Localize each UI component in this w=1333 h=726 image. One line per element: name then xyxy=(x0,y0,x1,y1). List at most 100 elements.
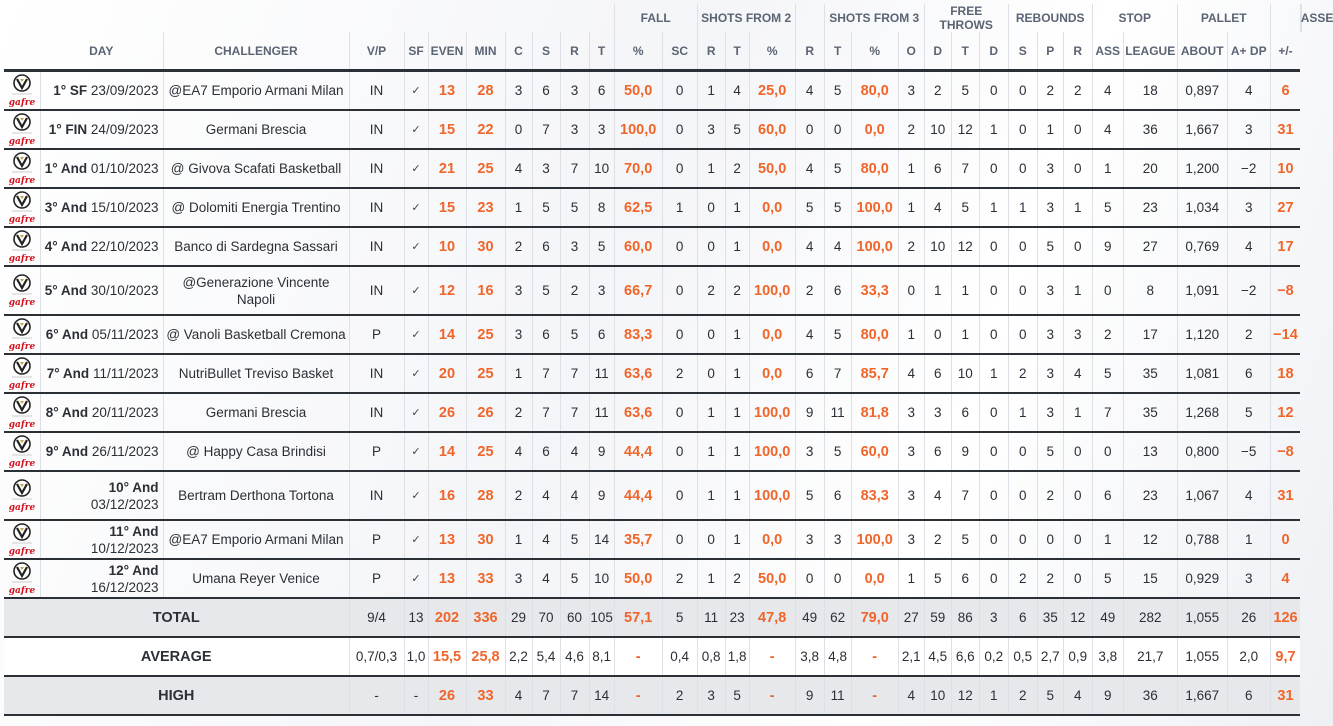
stat-cell: 1,200 xyxy=(1176,149,1228,189)
round-label: 8° And xyxy=(45,405,89,420)
stat-cell: 2 xyxy=(661,676,698,716)
stat-cell: 0,929 xyxy=(1176,559,1228,599)
column-header[interactable]: ASS xyxy=(1091,32,1124,72)
stat-cell: 5 xyxy=(559,315,589,355)
column-header[interactable]: O xyxy=(897,32,925,72)
column-header[interactable]: P xyxy=(1036,32,1064,72)
stat-cell: 15 xyxy=(427,110,466,150)
column-header[interactable]: MIN xyxy=(465,32,505,72)
column-header[interactable]: T xyxy=(950,32,980,72)
stat-cell: 3 xyxy=(1036,149,1064,189)
stat-cell: 3 xyxy=(823,520,852,560)
column-header[interactable]: S xyxy=(1007,32,1038,72)
stat-cell: 14 xyxy=(588,520,615,560)
stat-cell: 15 xyxy=(1122,559,1178,599)
game-day: 1° FIN 24/09/2023 xyxy=(39,110,163,150)
challenger-name[interactable]: NutriBullet Treviso Basket xyxy=(162,354,349,394)
column-header[interactable] xyxy=(4,32,40,72)
column-header[interactable]: +/- xyxy=(1269,32,1301,72)
stat-cell: 0 xyxy=(1007,227,1038,267)
table-row[interactable]: Segafredo 6° And 05/11/2023@ Vanoli Baske… xyxy=(4,315,1302,355)
challenger-name[interactable]: @ Happy Casa Brindisi xyxy=(162,432,349,472)
table-row[interactable]: Segafredo 1° And 01/10/2023@ Givova Scafa… xyxy=(4,149,1302,189)
column-header[interactable]: R xyxy=(696,32,726,72)
table-row[interactable]: Segafredo 5° And 30/10/2023@Generazione V… xyxy=(4,266,1302,316)
column-header[interactable]: % xyxy=(748,32,796,72)
challenger-name[interactable]: Banco di Sardegna Sassari xyxy=(162,227,349,267)
column-header[interactable]: R xyxy=(559,32,589,72)
stat-cell: 13 xyxy=(427,70,466,111)
column-header[interactable]: D xyxy=(923,32,952,72)
column-header[interactable]: R xyxy=(1062,32,1093,72)
stat-cell: 6 xyxy=(1226,354,1271,394)
column-header[interactable]: D xyxy=(978,32,1009,72)
home-away: IN xyxy=(348,393,404,433)
challenger-name[interactable]: Bertram Derthona Tortona xyxy=(162,471,349,521)
stat-cell: 1 xyxy=(1007,393,1038,433)
table-row[interactable]: Segafredo 9° And 26/11/2023@ Happy Casa B… xyxy=(4,432,1302,472)
stat-cell: 6 xyxy=(1269,70,1301,111)
column-header[interactable]: % xyxy=(613,32,663,72)
column-header[interactable]: S xyxy=(531,32,560,72)
stat-cell: 15,5 xyxy=(427,637,466,677)
stat-cell: 0,0 xyxy=(748,354,796,394)
home-away: IN xyxy=(348,354,404,394)
table-row[interactable]: Segafredo 3° And 15/10/2023@ Dolomiti Ene… xyxy=(4,188,1302,228)
column-header[interactable]: R xyxy=(794,32,825,72)
table-row[interactable]: Segafredo 1° SF 23/09/2023@EA7 Emporio Ar… xyxy=(4,70,1302,111)
stat-cell: 1 xyxy=(724,315,750,355)
column-header[interactable]: SF xyxy=(403,32,428,72)
stat-cell: 1 xyxy=(724,393,750,433)
stat-cell: 23 xyxy=(465,188,505,228)
column-header[interactable]: A+ DP xyxy=(1226,32,1271,72)
column-header[interactable]: T xyxy=(724,32,750,72)
stat-cell: 12 xyxy=(950,227,980,267)
game-day: 10° And 03/12/2023 xyxy=(39,471,163,521)
column-header[interactable]: T xyxy=(588,32,615,72)
column-header[interactable]: T xyxy=(823,32,852,72)
challenger-name[interactable]: Germani Brescia xyxy=(162,110,349,150)
stat-cell: 25 xyxy=(465,315,505,355)
home-away: IN xyxy=(348,188,404,228)
stat-cell: 7 xyxy=(559,354,589,394)
column-header[interactable]: ABOUT xyxy=(1176,32,1228,72)
challenger-name[interactable]: @ Vanoli Basketball Cremona xyxy=(162,315,349,355)
stat-cell: 0,8 xyxy=(696,637,726,677)
column-header[interactable]: V/P xyxy=(348,32,404,72)
column-header[interactable]: SC xyxy=(661,32,698,72)
challenger-name[interactable]: @EA7 Emporio Armani Milan xyxy=(162,520,349,560)
svg-text:Segafredo: Segafredo xyxy=(9,215,35,225)
stat-cell: 3 xyxy=(1036,354,1064,394)
challenger-name[interactable]: Umana Reyer Venice xyxy=(162,559,349,599)
stat-cell: 0 xyxy=(1007,315,1038,355)
stat-cell: 2 xyxy=(1062,70,1093,111)
stat-cell: 3 xyxy=(1226,559,1271,599)
stat-cell: 4 xyxy=(794,315,825,355)
stat-cell: 1 xyxy=(950,315,980,355)
column-header[interactable]: DAY xyxy=(40,32,163,72)
stat-cell: 7 xyxy=(559,676,589,716)
column-header[interactable]: % xyxy=(850,32,899,72)
challenger-name[interactable]: @EA7 Emporio Armani Milan xyxy=(162,70,349,111)
column-header[interactable]: EVEN xyxy=(427,32,466,72)
challenger-name[interactable]: @ Givova Scafati Basketball xyxy=(162,149,349,189)
column-header[interactable]: C xyxy=(504,32,532,72)
stat-cell: 2,1 xyxy=(897,637,925,677)
challenger-name[interactable]: @ Dolomiti Energia Trentino xyxy=(162,188,349,228)
logo-cell: Segafredo xyxy=(4,70,40,111)
challenger-name[interactable]: @Generazione Vincente Napoli xyxy=(162,266,349,316)
challenger-name[interactable]: Germani Brescia xyxy=(162,393,349,433)
column-header[interactable]: CHALLENGER xyxy=(162,32,349,72)
stat-cell: 3 xyxy=(588,110,615,150)
table-row[interactable]: Segafredo 11° And 10/12/2023@EA7 Emporio … xyxy=(4,520,1302,560)
logo-cell: Segafredo xyxy=(4,266,40,316)
column-header[interactable]: LEAGUE xyxy=(1122,32,1178,72)
player-game-stats-table: FALL SHOTS FROM 2 SHOTS FROM 3 FREE THROWS R… xyxy=(4,4,1333,716)
game-day: 7° And 11/11/2023 xyxy=(39,354,163,394)
